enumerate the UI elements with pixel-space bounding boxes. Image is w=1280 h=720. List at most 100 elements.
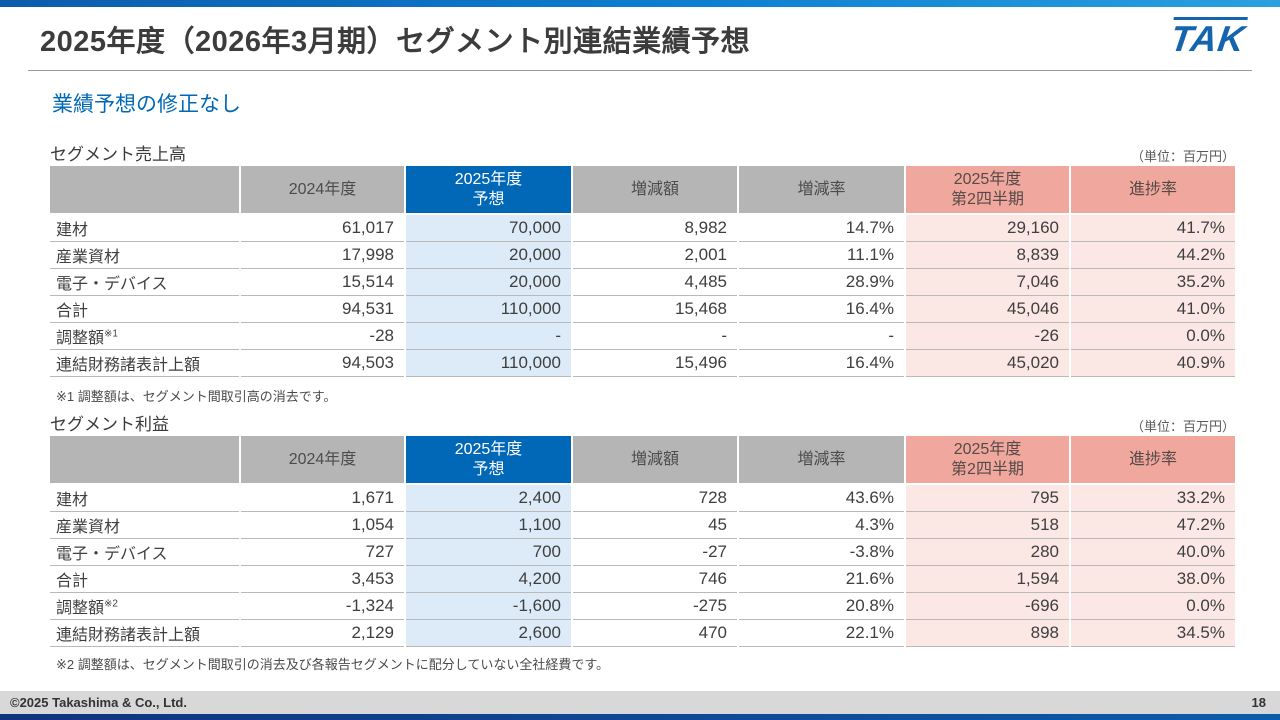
data-cell: 700 — [404, 538, 572, 566]
data-cell: 518 — [904, 511, 1070, 539]
column-header: 2024年度 — [239, 436, 405, 485]
data-cell: 29,160 — [904, 214, 1070, 242]
profit-section-header: セグメント利益 （単位：百万円） — [50, 410, 1235, 435]
column-header: 増減率 — [737, 166, 905, 215]
data-cell: 94,503 — [239, 349, 405, 377]
table-row: 調整額※2 -1,324 -1,600 -275 20.8% -696 0.0% — [50, 592, 1235, 620]
row-label: 調整額※2 — [50, 592, 240, 620]
logo-text: TAK — [1167, 16, 1249, 59]
top-accent-bar — [0, 0, 1280, 7]
data-cell: 8,982 — [571, 214, 738, 242]
slide-title: 2025年度（2026年3月期）セグメント別連結業績予想 — [40, 26, 751, 58]
row-label: 産業資材 — [50, 511, 240, 539]
data-cell: 45,020 — [904, 349, 1070, 377]
footer-bar: ©2025 Takashima & Co., Ltd. 18 — [0, 691, 1280, 714]
data-cell: 0.0% — [1069, 322, 1235, 350]
data-cell: 795 — [904, 484, 1070, 512]
data-cell: 43.6% — [737, 484, 905, 512]
column-header: 2025年度 第2四半期 — [904, 166, 1070, 215]
footnote-sales: ※1 調整額は、セグメント間取引高の消去です。 — [56, 389, 337, 404]
table-row: 産業資材 1,054 1,100 45 4.3% 518 47.2% — [50, 511, 1235, 539]
footnote-profit: ※2 調整額は、セグメント間取引の消去及び各報告セグメントに配分していない全社経… — [56, 657, 610, 672]
data-cell: 470 — [571, 619, 738, 647]
table-row: 産業資材 17,998 20,000 2,001 11.1% 8,839 44.2% — [50, 241, 1235, 269]
data-cell: 15,496 — [571, 349, 738, 377]
column-header: 進捗率 — [1069, 436, 1235, 485]
data-cell: 110,000 — [404, 295, 572, 323]
data-cell: 41.0% — [1069, 295, 1235, 323]
data-cell: 0.0% — [1069, 592, 1235, 620]
table-row: 電子・デバイス 727 700 -27 -3.8% 280 40.0% — [50, 538, 1235, 566]
row-label: 建材 — [50, 214, 240, 242]
page-number: 18 — [1251, 695, 1266, 710]
data-cell: -26 — [904, 322, 1070, 350]
data-cell: 20,000 — [404, 268, 572, 296]
data-cell: 7,046 — [904, 268, 1070, 296]
table-header-row: 2024年度 2025年度 予想 増減額 増減率 2025年度 第2四半期 進捗率 — [50, 436, 1235, 485]
data-cell: 4,485 — [571, 268, 738, 296]
sales-section-header: セグメント売上高 （単位：百万円） — [50, 140, 1235, 165]
title-divider — [28, 70, 1252, 71]
data-cell: 28.9% — [737, 268, 905, 296]
row-label: 合計 — [50, 565, 240, 593]
data-cell: -27 — [571, 538, 738, 566]
data-cell: 1,100 — [404, 511, 572, 539]
data-cell: - — [737, 322, 905, 350]
row-label: 連結財務諸表計上額 — [50, 349, 240, 377]
column-header: 増減率 — [737, 436, 905, 485]
data-cell: 2,129 — [239, 619, 405, 647]
data-cell: - — [404, 322, 572, 350]
column-header: 2025年度 予想 — [404, 166, 572, 215]
row-label: 産業資材 — [50, 241, 240, 269]
data-cell: 45,046 — [904, 295, 1070, 323]
data-cell: 22.1% — [737, 619, 905, 647]
company-logo: TAK — [1167, 14, 1249, 60]
column-header: 2024年度 — [239, 166, 405, 215]
data-cell: 2,600 — [404, 619, 572, 647]
data-cell: 11.1% — [737, 241, 905, 269]
data-cell: 40.0% — [1069, 538, 1235, 566]
data-cell: 16.4% — [737, 349, 905, 377]
data-cell: 1,671 — [239, 484, 405, 512]
row-label: 調整額※1 — [50, 322, 240, 350]
profit-table: 2024年度 2025年度 予想 増減額 増減率 2025年度 第2四半期 進捗率 建材 1,… — [50, 436, 1235, 647]
data-cell: 1,594 — [904, 565, 1070, 593]
data-cell: -28 — [239, 322, 405, 350]
data-cell: 70,000 — [404, 214, 572, 242]
section-title-sales: セグメント売上高 — [50, 145, 186, 164]
data-cell: 15,514 — [239, 268, 405, 296]
row-label: 建材 — [50, 484, 240, 512]
column-header — [50, 166, 240, 215]
data-cell: 3,453 — [239, 565, 405, 593]
data-cell: 20,000 — [404, 241, 572, 269]
table-row: 建材 61,017 70,000 8,982 14.7% 29,160 41.7% — [50, 214, 1235, 242]
row-label: 電子・デバイス — [50, 538, 240, 566]
data-cell: -696 — [904, 592, 1070, 620]
column-header — [50, 436, 240, 485]
data-cell: 35.2% — [1069, 268, 1235, 296]
data-cell: 14.7% — [737, 214, 905, 242]
table-header-row: 2024年度 2025年度 予想 増減額 増減率 2025年度 第2四半期 進捗率 — [50, 166, 1235, 215]
data-cell: 8,839 — [904, 241, 1070, 269]
data-cell: 4,200 — [404, 565, 572, 593]
data-cell: - — [571, 322, 738, 350]
data-cell: 746 — [571, 565, 738, 593]
sales-table: 2024年度 2025年度 予想 増減額 増減率 2025年度 第2四半期 進捗率 建材 61… — [50, 166, 1235, 377]
subtitle: 業績予想の修正なし — [52, 93, 241, 116]
data-cell: 33.2% — [1069, 484, 1235, 512]
data-cell: 4.3% — [737, 511, 905, 539]
column-header: 増減額 — [571, 166, 738, 215]
data-cell: 94,531 — [239, 295, 405, 323]
table-row: 合計 3,453 4,200 746 21.6% 1,594 38.0% — [50, 565, 1235, 593]
row-label: 合計 — [50, 295, 240, 323]
data-cell: 21.6% — [737, 565, 905, 593]
data-cell: 45 — [571, 511, 738, 539]
table-row: 連結財務諸表計上額 2,129 2,600 470 22.1% 898 34.5% — [50, 619, 1235, 647]
data-cell: 727 — [239, 538, 405, 566]
footnote-marker: ※2 — [104, 598, 118, 610]
data-cell: 38.0% — [1069, 565, 1235, 593]
data-cell: -3.8% — [737, 538, 905, 566]
row-label: 連結財務諸表計上額 — [50, 619, 240, 647]
row-label: 電子・デバイス — [50, 268, 240, 296]
